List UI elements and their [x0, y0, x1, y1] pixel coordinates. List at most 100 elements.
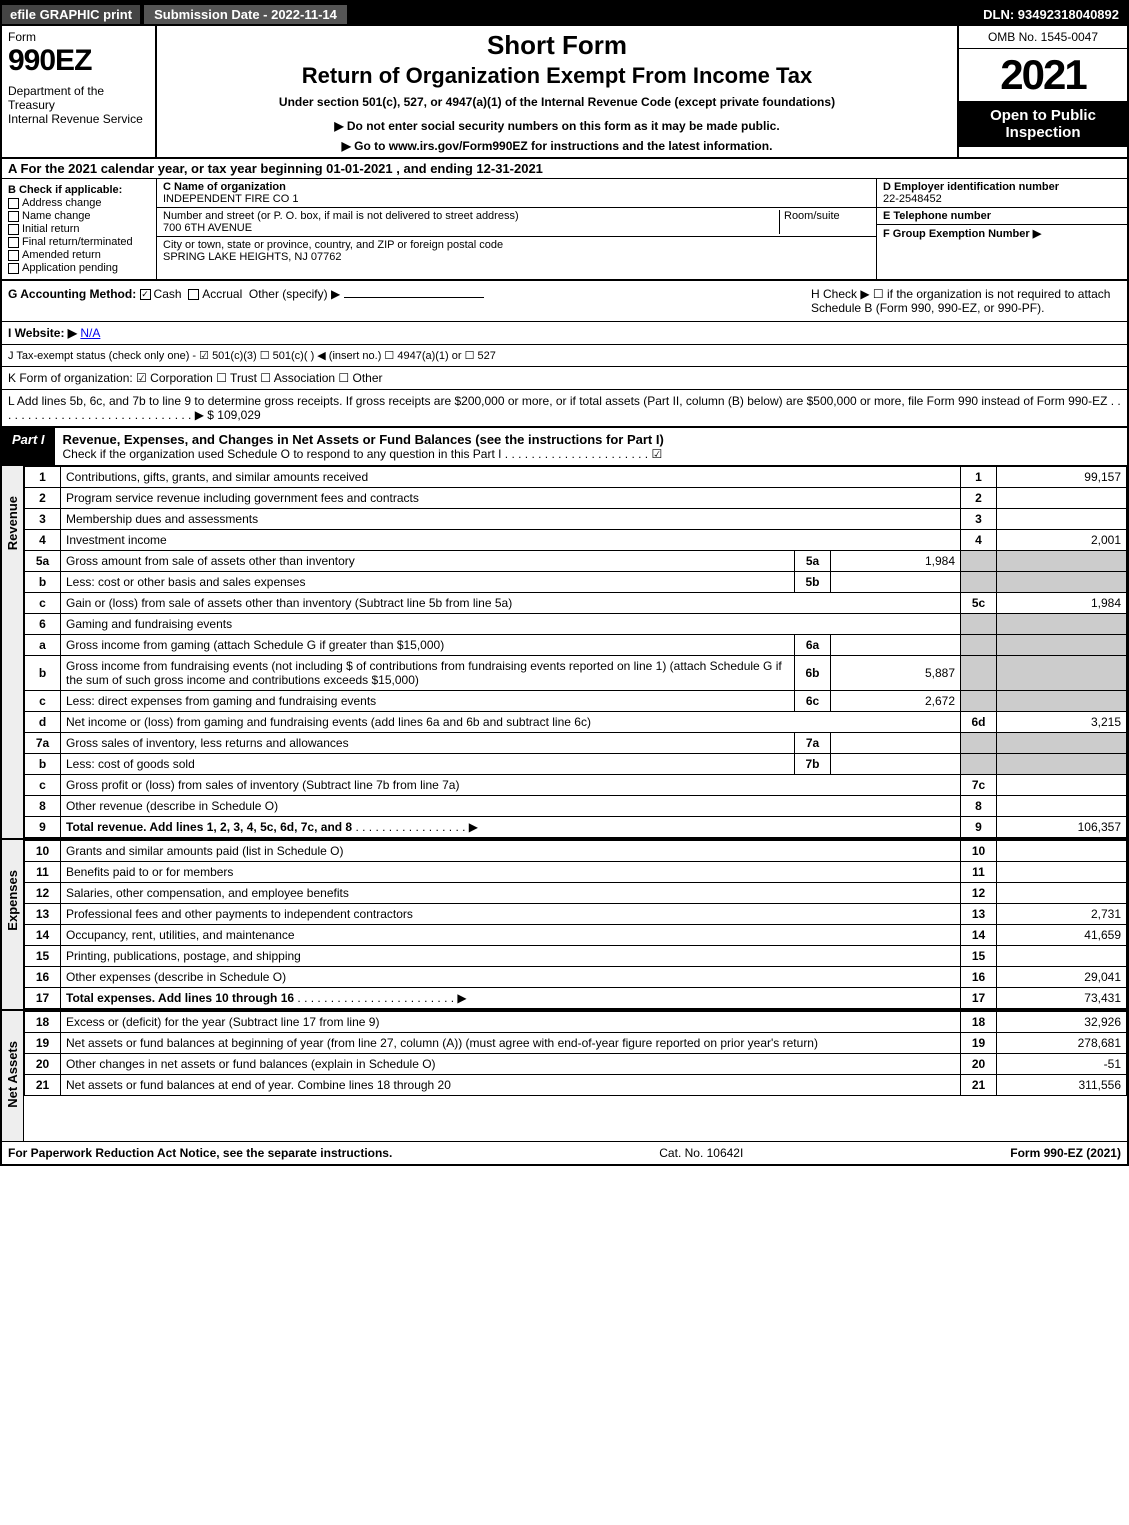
chk-final-return[interactable]: Final return/terminated — [8, 236, 150, 248]
line-num: c — [25, 593, 61, 614]
group-exemption-block: F Group Exemption Number ▶ — [877, 225, 1127, 242]
chk-label: Initial return — [22, 223, 79, 235]
shade-cell — [961, 551, 997, 572]
mid-col: 5b — [795, 572, 831, 593]
chk-name-change[interactable]: Name change — [8, 210, 150, 222]
main-title: Return of Organization Exempt From Incom… — [167, 63, 947, 89]
section-expenses: Expenses 10Grants and similar amounts pa… — [2, 838, 1127, 1009]
expenses-label: Expenses — [2, 840, 24, 1009]
mid-col: 5a — [795, 551, 831, 572]
g-label: G Accounting Method: — [8, 287, 136, 301]
line-num: 6 — [25, 614, 61, 635]
line-text: Gross income from fundraising events (no… — [61, 656, 795, 691]
line-text: Gross profit or (loss) from sales of inv… — [61, 775, 961, 796]
mid-col: 6b — [795, 656, 831, 691]
col-b-header: B Check if applicable: — [8, 184, 150, 196]
line-val: 3,215 — [997, 712, 1127, 733]
shade-cell — [997, 635, 1127, 656]
line-text: Printing, publications, postage, and shi… — [61, 946, 961, 967]
line-num: b — [25, 572, 61, 593]
efile-label[interactable]: efile GRAPHIC print — [2, 5, 140, 24]
shade-cell — [961, 754, 997, 775]
line-val: -51 — [997, 1054, 1127, 1075]
mid-val — [831, 733, 961, 754]
line-val: 278,681 — [997, 1033, 1127, 1054]
omb-number: OMB No. 1545-0047 — [959, 26, 1127, 49]
website-value[interactable]: N/A — [80, 326, 100, 340]
other-specify-line[interactable] — [344, 297, 484, 298]
line-text: Program service revenue including govern… — [61, 488, 961, 509]
line-text: Net assets or fund balances at end of ye… — [61, 1075, 961, 1096]
tel-label: E Telephone number — [883, 210, 1121, 222]
line-col: 12 — [961, 883, 997, 904]
line-val — [997, 883, 1127, 904]
line-val: 311,556 — [997, 1075, 1127, 1096]
mid-col: 7a — [795, 733, 831, 754]
part1-title-text: Revenue, Expenses, and Changes in Net As… — [63, 432, 664, 447]
mid-val — [831, 754, 961, 775]
line-num: 20 — [25, 1054, 61, 1075]
line-text: Other expenses (describe in Schedule O) — [61, 967, 961, 988]
chk-application-pending[interactable]: Application pending — [8, 262, 150, 274]
header-right: OMB No. 1545-0047 2021 Open to Public In… — [957, 26, 1127, 157]
goto-link[interactable]: ▶ Go to www.irs.gov/Form990EZ for instru… — [167, 139, 947, 153]
line-val: 1,984 — [997, 593, 1127, 614]
line-num: 12 — [25, 883, 61, 904]
netassets-table: 18Excess or (deficit) for the year (Subt… — [24, 1011, 1127, 1096]
form-container: efile GRAPHIC print Submission Date - 20… — [0, 0, 1129, 1166]
line-text: Gaming and fundraising events — [61, 614, 961, 635]
line-col: 14 — [961, 925, 997, 946]
line-text: Occupancy, rent, utilities, and maintena… — [61, 925, 961, 946]
city-value: SPRING LAKE HEIGHTS, NJ 07762 — [163, 251, 870, 263]
line-val: 73,431 — [997, 988, 1127, 1009]
line-text: Net assets or fund balances at beginning… — [61, 1033, 961, 1054]
row-g: G Accounting Method: Cash Accrual Other … — [8, 287, 484, 315]
chk-cash[interactable] — [140, 289, 151, 300]
line-text: Salaries, other compensation, and employ… — [61, 883, 961, 904]
line-num: 5a — [25, 551, 61, 572]
line-num: 2 — [25, 488, 61, 509]
chk-amended-return[interactable]: Amended return — [8, 249, 150, 261]
line-col: 21 — [961, 1075, 997, 1096]
line-text: Professional fees and other payments to … — [61, 904, 961, 925]
chk-initial-return[interactable]: Initial return — [8, 223, 150, 235]
line-text: Contributions, gifts, grants, and simila… — [61, 467, 961, 488]
line-num: c — [25, 775, 61, 796]
line-text: Total revenue. Add lines 1, 2, 3, 4, 5c,… — [61, 817, 961, 838]
line-val: 32,926 — [997, 1012, 1127, 1033]
shade-cell — [997, 572, 1127, 593]
line-num: 13 — [25, 904, 61, 925]
line-text: Gross amount from sale of assets other t… — [61, 551, 795, 572]
line-text: Gain or (loss) from sale of assets other… — [61, 593, 961, 614]
ssn-warning: ▶ Do not enter social security numbers o… — [167, 119, 947, 133]
shade-cell — [997, 733, 1127, 754]
row-k: K Form of organization: ☑ Corporation ☐ … — [2, 367, 1127, 390]
row-l-text: L Add lines 5b, 6c, and 7b to line 9 to … — [8, 394, 1121, 422]
line-num: b — [25, 656, 61, 691]
chk-address-change[interactable]: Address change — [8, 197, 150, 209]
city-label: City or town, state or province, country… — [163, 239, 870, 251]
line-val — [997, 862, 1127, 883]
other-label: Other (specify) ▶ — [249, 287, 340, 301]
shade-cell — [997, 551, 1127, 572]
line-text: Investment income — [61, 530, 961, 551]
goto-link-text: ▶ Go to www.irs.gov/Form990EZ for instru… — [342, 139, 773, 153]
line-col: 7c — [961, 775, 997, 796]
shade-cell — [961, 614, 997, 635]
line-num: 10 — [25, 841, 61, 862]
part1-tag: Part I — [2, 428, 55, 465]
row-j: J Tax-exempt status (check only one) - ☑… — [2, 345, 1127, 367]
line-col: 4 — [961, 530, 997, 551]
open-inspection: Open to Public Inspection — [959, 101, 1127, 147]
header-middle: Short Form Return of Organization Exempt… — [157, 26, 957, 157]
chk-accrual[interactable] — [188, 289, 199, 300]
shade-cell — [961, 733, 997, 754]
shade-cell — [997, 656, 1127, 691]
line-text: Total expenses. Add lines 10 through 16 … — [61, 988, 961, 1009]
row-gh: G Accounting Method: Cash Accrual Other … — [2, 281, 1127, 322]
shade-cell — [997, 691, 1127, 712]
chk-label: Name change — [22, 210, 91, 222]
row-l: L Add lines 5b, 6c, and 7b to line 9 to … — [2, 390, 1127, 428]
line-val — [997, 946, 1127, 967]
row-i: I Website: ▶ N/A — [2, 322, 1127, 345]
